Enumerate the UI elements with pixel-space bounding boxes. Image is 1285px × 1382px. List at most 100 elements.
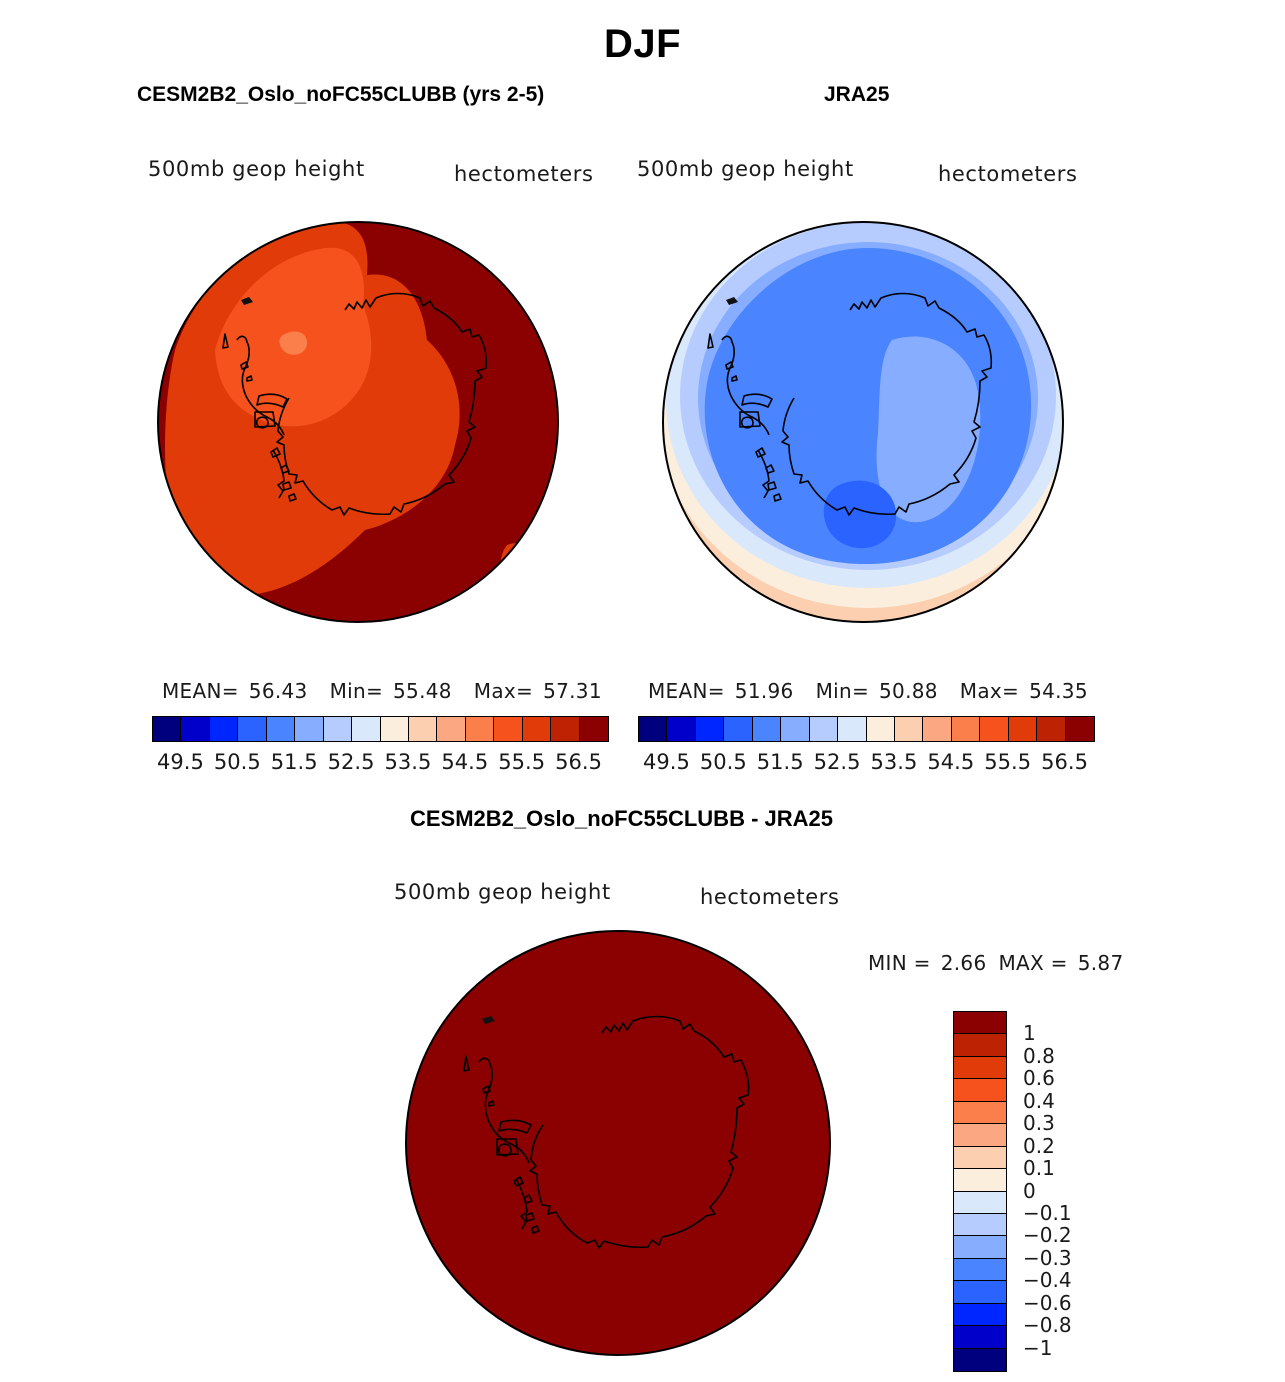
colorbar-tick-label: 55.5 bbox=[984, 750, 1032, 774]
colorbar-tick-label: 56.5 bbox=[555, 750, 602, 774]
colorbar-tick-label: 54.5 bbox=[927, 750, 975, 774]
colorbar-cell bbox=[579, 717, 608, 741]
colorbar-cell bbox=[639, 717, 668, 741]
colorbar-tick-label: −0.6 bbox=[1023, 1290, 1072, 1315]
colorbar-tick-label: 53.5 bbox=[870, 750, 918, 774]
obs-units-label: hectometers bbox=[938, 162, 1078, 186]
colorbar-tick-label: −1 bbox=[1023, 1335, 1053, 1360]
colorbar-cell bbox=[1065, 717, 1094, 741]
colorbar-cell bbox=[181, 717, 210, 741]
model-min-key: Min= bbox=[329, 679, 384, 703]
obs-colorbar bbox=[638, 716, 1095, 742]
obs-panel-title: JRA25 bbox=[824, 83, 890, 106]
colorbar-tick-label: 52.5 bbox=[813, 750, 861, 774]
obs-stats: MEAN= 51.96 Min= 50.88 Max= 54.35 bbox=[648, 679, 1110, 703]
figure-main-title: DJF bbox=[603, 22, 682, 66]
colorbar-cell bbox=[752, 717, 782, 741]
colorbar-cell bbox=[238, 717, 267, 741]
colorbar-cell bbox=[954, 1236, 1006, 1259]
difference-colorbar bbox=[953, 1011, 1007, 1372]
obs-max-value: 54.35 bbox=[1029, 679, 1088, 703]
model-panel-title: CESM2B2_Oslo_noFC55CLUBB (yrs 2-5) bbox=[137, 83, 545, 106]
colorbar-tick-label: 49.5 bbox=[157, 750, 204, 774]
colorbar-cell bbox=[522, 717, 552, 741]
colorbar-tick-label: 0.2 bbox=[1023, 1133, 1055, 1158]
colorbar-cell bbox=[923, 717, 952, 741]
colorbar-tick-label: −0.8 bbox=[1023, 1313, 1072, 1338]
colorbar-cell bbox=[667, 717, 696, 741]
obs-mean-key: MEAN= bbox=[648, 679, 725, 703]
obs-mean-value: 51.96 bbox=[734, 679, 794, 703]
colorbar-cell bbox=[724, 717, 753, 741]
colorbar-cell bbox=[494, 717, 523, 741]
obs-polar-map bbox=[640, 200, 1090, 650]
colorbar-tick-label: 0.1 bbox=[1023, 1156, 1055, 1181]
colorbar-tick-label: 1 bbox=[1023, 1021, 1036, 1046]
difference-min-key: MIN = bbox=[868, 951, 931, 975]
obs-variable-label: 500mb geop height bbox=[637, 157, 854, 181]
difference-max-key: MAX = bbox=[998, 951, 1068, 975]
colorbar-cell bbox=[954, 1056, 1006, 1080]
colorbar-cell bbox=[954, 1303, 1006, 1327]
colorbar-tick-label: 55.5 bbox=[498, 750, 546, 774]
colorbar-tick-label: 52.5 bbox=[327, 750, 375, 774]
obs-min-key: Min= bbox=[815, 679, 870, 703]
colorbar-tick-label: 51.5 bbox=[270, 750, 318, 774]
model-mean-key: MEAN= bbox=[162, 679, 239, 703]
colorbar-cell bbox=[954, 1124, 1006, 1147]
colorbar-cell bbox=[954, 1012, 1006, 1035]
model-polar-map bbox=[155, 200, 565, 650]
colorbar-tick-label: −0.2 bbox=[1023, 1223, 1072, 1248]
colorbar-cell bbox=[954, 1326, 1006, 1349]
colorbar-cell bbox=[295, 717, 324, 741]
model-min-value: 55.48 bbox=[393, 679, 452, 703]
colorbar-cell bbox=[980, 717, 1009, 741]
colorbar-cell bbox=[380, 717, 409, 741]
colorbar-cell bbox=[954, 1079, 1006, 1102]
colorbar-cell bbox=[866, 717, 895, 741]
colorbar-cell bbox=[954, 1101, 1006, 1125]
model-colorbar bbox=[152, 716, 609, 742]
difference-panel-title: CESM2B2_Oslo_noFC55CLUBB - JRA25 bbox=[410, 806, 833, 831]
difference-max-value: 5.87 bbox=[1077, 951, 1124, 975]
difference-polar-map bbox=[400, 915, 850, 1375]
colorbar-cell bbox=[954, 1191, 1006, 1214]
model-stats: MEAN= 56.43 Min= 55.48 Max= 57.31 bbox=[162, 679, 624, 703]
colorbar-cell bbox=[408, 717, 438, 741]
colorbar-cell bbox=[551, 717, 580, 741]
colorbar-tick-label: 50.5 bbox=[699, 750, 747, 774]
colorbar-cell bbox=[209, 717, 239, 741]
colorbar-cell bbox=[809, 717, 839, 741]
colorbar-tick-label: −0.4 bbox=[1023, 1268, 1072, 1293]
colorbar-cell bbox=[437, 717, 466, 741]
colorbar-tick-label: 50.5 bbox=[213, 750, 261, 774]
colorbar-tick-label: 0.3 bbox=[1023, 1111, 1055, 1136]
colorbar-tick-label: −0.3 bbox=[1023, 1245, 1072, 1270]
colorbar-cell bbox=[954, 1258, 1006, 1282]
colorbar-tick-label: −0.1 bbox=[1023, 1200, 1072, 1225]
obs-max-key: Max= bbox=[959, 679, 1020, 703]
colorbar-cell bbox=[894, 717, 924, 741]
model-units-label: hectometers bbox=[454, 162, 594, 186]
colorbar-cell bbox=[838, 717, 867, 741]
colorbar-tick-label: 51.5 bbox=[756, 750, 804, 774]
colorbar-cell bbox=[951, 717, 981, 741]
colorbar-cell bbox=[153, 717, 182, 741]
colorbar-tick-label: 49.5 bbox=[643, 750, 690, 774]
colorbar-tick-label: 0.6 bbox=[1023, 1066, 1055, 1091]
colorbar-tick-label: 54.5 bbox=[441, 750, 489, 774]
colorbar-cell bbox=[1008, 717, 1038, 741]
obs-min-value: 50.88 bbox=[879, 679, 938, 703]
colorbar-cell bbox=[266, 717, 296, 741]
model-max-value: 57.31 bbox=[543, 679, 602, 703]
colorbar-cell bbox=[954, 1348, 1006, 1371]
colorbar-cell bbox=[323, 717, 353, 741]
colorbar-cell bbox=[1037, 717, 1066, 741]
model-variable-label: 500mb geop height bbox=[148, 157, 365, 181]
colorbar-tick-label: 0.8 bbox=[1023, 1043, 1055, 1068]
difference-variable-label: 500mb geop height bbox=[394, 880, 611, 904]
colorbar-cell bbox=[954, 1281, 1006, 1304]
colorbar-cell bbox=[954, 1146, 1006, 1170]
colorbar-tick-label: 53.5 bbox=[384, 750, 432, 774]
